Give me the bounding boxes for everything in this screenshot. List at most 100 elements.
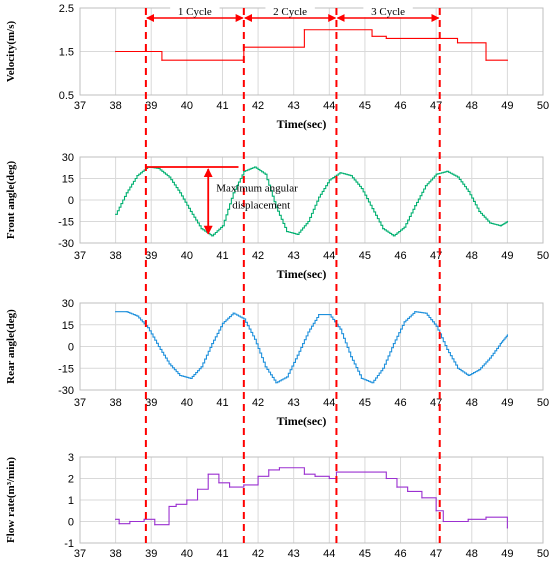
x-tick-label: 42: [252, 250, 264, 262]
data-point-front: [424, 185, 427, 187]
x-axis-label: Time(sec): [277, 117, 327, 131]
data-point-rear: [211, 343, 213, 345]
data-point-front: [296, 233, 298, 235]
x-tick-label: 38: [109, 250, 121, 262]
annotation-text-line1: Maximum angular: [216, 182, 298, 194]
annotation-text-line2: displacement: [232, 200, 290, 212]
data-point-rear: [285, 376, 288, 378]
x-tick-label: 41: [216, 397, 228, 409]
data-point-flow: [335, 471, 338, 473]
data-point-front: [488, 222, 491, 224]
data-point-velocity: [485, 59, 487, 61]
x-tick-label: 50: [537, 100, 549, 112]
data-point-rear: [318, 314, 320, 316]
x-tick-label: 47: [430, 548, 442, 560]
series-line-rear: [115, 311, 508, 384]
data-point-flow: [442, 520, 444, 523]
x-tick-label: 48: [466, 250, 478, 262]
data-point-rear: [499, 343, 501, 345]
data-point-front: [360, 187, 362, 190]
x-tick-label: 49: [501, 548, 513, 560]
x-tick-label: 44: [323, 100, 335, 112]
y-axis-label: Velocity(m/s): [5, 21, 17, 83]
x-tick-label: 46: [394, 548, 406, 560]
data-point-flow: [218, 482, 220, 484]
y-tick-label: 15: [62, 174, 74, 186]
x-tick-label: 45: [359, 100, 371, 112]
data-point-flow: [385, 477, 387, 480]
data-point-front: [189, 210, 192, 213]
x-tick-label: 45: [359, 397, 371, 409]
data-point-rear: [456, 367, 459, 369]
data-point-flow: [154, 524, 156, 526]
data-point-flow: [129, 520, 131, 523]
data-point-front: [275, 206, 277, 208]
data-point-rear: [147, 327, 149, 329]
data-point-flow: [143, 518, 145, 520]
data-point-flow: [196, 488, 199, 490]
data-point-front: [456, 176, 459, 178]
series-line-flow: [115, 467, 508, 528]
data-point-front: [506, 220, 508, 223]
data-point-front: [499, 225, 501, 227]
data-point-rear: [328, 314, 330, 316]
data-point-rear: [115, 311, 117, 313]
x-tick-label: 40: [181, 397, 193, 409]
data-point-flow: [268, 469, 270, 471]
data-point-front: [243, 170, 245, 172]
data-point-front: [285, 230, 288, 233]
x-tick-label: 43: [288, 250, 300, 262]
x-tick-label: 37: [74, 100, 86, 112]
x-tick-label: 42: [252, 100, 264, 112]
data-point-flow: [506, 527, 508, 529]
plot-area: [79, 456, 544, 544]
y-axis-label: Front angle(deg): [5, 161, 17, 240]
data-point-flow: [175, 503, 177, 505]
y-tick-label: -15: [58, 363, 74, 375]
x-tick-label: 41: [216, 548, 228, 560]
data-point-front: [136, 175, 138, 177]
x-tick-label: 43: [288, 397, 300, 409]
data-point-front: [253, 166, 256, 168]
data-point-rear: [168, 363, 170, 365]
data-point-front: [328, 179, 330, 181]
data-point-flow: [278, 467, 281, 469]
x-tick-label: 45: [359, 250, 371, 262]
data-point-front: [115, 213, 117, 215]
x-tick-label: 46: [394, 397, 406, 409]
x-tick-label: 49: [501, 250, 513, 262]
data-point-velocity: [385, 37, 387, 40]
chart-panel-flow: 37 38 39 40 41 42 43 44 45 46 47 48 49 50 3 2 1 0 -1 Flow r…: [5, 452, 549, 560]
data-point-front: [125, 192, 127, 194]
data-point-rear: [307, 331, 309, 333]
data-point-rear: [179, 374, 181, 377]
y-tick-label: 15: [62, 320, 74, 332]
data-point-rear: [232, 312, 234, 314]
x-tick-label: 43: [288, 100, 300, 112]
cycle-label-bg: [170, 6, 220, 17]
y-tick-label: 3: [68, 452, 74, 464]
data-point-rear: [275, 382, 277, 384]
data-point-flow: [314, 475, 316, 477]
y-tick-label: 2: [68, 474, 74, 486]
data-point-front: [350, 175, 352, 177]
data-point-front: [446, 170, 448, 172]
data-point-flow: [396, 486, 398, 488]
data-point-rear: [136, 315, 138, 317]
data-point-rear: [264, 366, 266, 368]
data-point-velocity: [161, 59, 163, 61]
y-tick-label: 1: [68, 495, 74, 507]
data-point-velocity: [371, 35, 373, 37]
x-tick-label: 49: [501, 397, 513, 409]
data-point-flow: [467, 518, 469, 520]
data-point-flow: [207, 473, 209, 475]
data-point-flow: [435, 510, 437, 512]
chart-panel-rear: 37 38 39 40 41 42 43 44 45 46 47 48 49 5030150-15-30T…: [5, 298, 549, 428]
data-point-rear: [403, 321, 405, 323]
cycle-label: 3 Cycle: [371, 6, 405, 18]
plot-area: [79, 156, 544, 244]
data-point-front: [382, 228, 384, 230]
x-tick-label: 44: [323, 397, 335, 409]
series-line-front: [115, 166, 508, 237]
x-tick-label: 48: [466, 397, 478, 409]
